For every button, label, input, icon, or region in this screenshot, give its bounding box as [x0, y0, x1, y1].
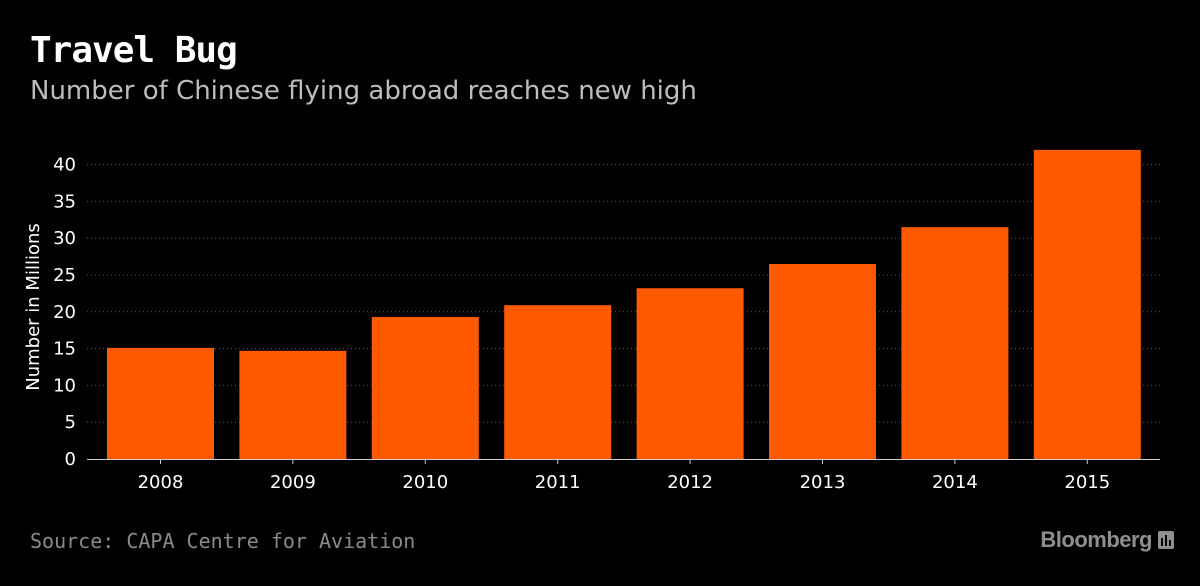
- x-tick-label-2012: 2012: [667, 472, 713, 493]
- x-tick-label-2010: 2010: [402, 472, 448, 493]
- y-tick-label: 35: [53, 191, 76, 212]
- x-axis-ticks: 2008 2009 2010 2011 2012 2013 2014 2015: [138, 459, 1110, 493]
- bar-2014: [901, 227, 1009, 459]
- y-tick-label: 5: [65, 412, 76, 433]
- bar-2013: [769, 263, 876, 459]
- y-tick-label: 10: [53, 375, 76, 396]
- bars: [107, 149, 1141, 459]
- x-tick-label-2011: 2011: [535, 472, 581, 493]
- y-axis-ticks: 0 5 10 15 20 25 30 35 40: [53, 155, 76, 470]
- bar-2009: [239, 350, 347, 459]
- bar-2010: [371, 316, 479, 459]
- y-tick-label: 20: [53, 302, 76, 323]
- x-tick-label-2013: 2013: [800, 472, 846, 493]
- x-tick-label-2015: 2015: [1064, 472, 1110, 493]
- chart-subtitle: Number of Chinese flying abroad reaches …: [30, 76, 697, 106]
- y-axis-label: Number in Millions: [23, 223, 44, 391]
- x-tick-label-2014: 2014: [932, 472, 978, 493]
- y-tick-label: 40: [53, 155, 76, 176]
- source-note: Source: CAPA Centre for Aviation: [30, 529, 416, 553]
- bloomberg-terminal-icon: [1158, 531, 1174, 549]
- x-tick-label-2008: 2008: [138, 472, 184, 493]
- y-tick-label: 25: [53, 265, 76, 286]
- bar-2012: [636, 288, 744, 459]
- y-tick-label: 15: [53, 339, 76, 360]
- chart-title: Travel Bug: [30, 30, 238, 71]
- bar-2011: [504, 305, 612, 459]
- brand-name: Bloomberg: [1040, 527, 1152, 552]
- grid-lines: [87, 164, 1160, 423]
- y-tick-label: 30: [53, 228, 76, 249]
- brand-logo: Bloomberg: [1040, 527, 1174, 553]
- y-tick-label: 0: [65, 449, 76, 470]
- bar-2015: [1033, 149, 1141, 459]
- bar-2008: [107, 347, 214, 459]
- x-tick-label-2009: 2009: [270, 472, 316, 493]
